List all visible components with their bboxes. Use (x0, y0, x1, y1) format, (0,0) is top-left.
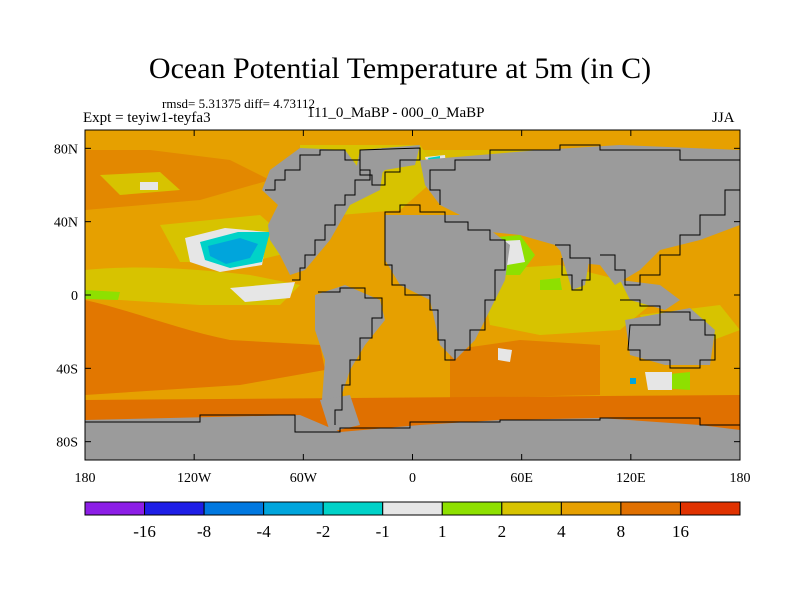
experiment-label: Expt = teyiw1-teyfa3 (83, 110, 211, 126)
colorbar-swatch (679, 501, 741, 516)
yellow-anomaly-indian-ocean (480, 265, 650, 335)
warm-anomaly-east-pacific (85, 300, 325, 395)
x-tick-label: 180 (730, 471, 751, 486)
y-tick-label: 80S (56, 436, 78, 451)
colorbar-label: -1 (376, 522, 390, 541)
x-tick-label: 0 (409, 471, 416, 486)
colorbar-swatch (382, 501, 443, 516)
colorbar-swatch (620, 501, 681, 516)
land-southeast-asia (620, 280, 680, 310)
map-plot: 180 120W 60W 0 60E 120E 180 80N 40N 0 40S 80S (54, 129, 751, 486)
y-tick-label: 40S (56, 362, 78, 377)
x-tick-label: 120E (616, 471, 646, 486)
colorbar-swatch (322, 501, 384, 516)
light-blue-anomaly-north-pacific (208, 238, 258, 264)
colorbar-label: -16 (133, 522, 156, 541)
light-blue-anomaly-indian (630, 378, 636, 384)
colorbar-swatch (560, 501, 622, 516)
colorbar: -16 -8 -4 -2 -1 1 2 4 8 16 (84, 501, 741, 541)
colorbar-label: -8 (197, 522, 211, 541)
warm-anomaly-south-atlantic (450, 340, 600, 398)
white-anomaly-south-indian (645, 372, 672, 390)
colorbar-label: 8 (617, 522, 626, 541)
land-north-america (262, 148, 385, 275)
colorbar-label: -2 (316, 522, 330, 541)
warm-anomaly-north-pacific (85, 150, 270, 210)
map-axis-ticks: 180 120W 60W 0 60E 120E 180 80N 40N 0 40S 80S (54, 130, 751, 486)
land-eurasia (420, 145, 740, 285)
colorbar-swatch (144, 501, 205, 516)
colorbar-swatch (441, 501, 503, 516)
green-anomaly-pacific (85, 290, 120, 300)
white-anomaly-madagascar (498, 348, 512, 362)
y-tick-label: 0 (71, 289, 78, 304)
colorbar-swatch (501, 501, 562, 516)
x-tick-label: 120W (177, 471, 212, 486)
y-tick-label: 40N (54, 216, 78, 231)
x-tick-label: 60W (290, 471, 318, 486)
map-title: Ocean Potential Temperature at 5m (in C) (148, 52, 652, 85)
colorbar-label: 4 (557, 522, 566, 541)
land-africa (385, 215, 510, 360)
colorbar-label: -4 (257, 522, 272, 541)
land-south-america (315, 285, 385, 420)
colorbar-label: 1 (438, 522, 447, 541)
colorbar-label: 2 (498, 522, 507, 541)
white-anomaly-north-pacific-small (140, 182, 158, 190)
coastline-outlines (85, 144, 740, 433)
season-label: JJA (712, 110, 735, 126)
land-antarctica (85, 415, 740, 460)
colorbar-swatch (203, 501, 265, 516)
colorbar-label: 16 (672, 522, 689, 541)
land-australia (625, 308, 715, 365)
stats-line: rmsd= 5.31375 diff= 4.73112 (162, 96, 315, 111)
white-anomaly-equatorial-pacific (230, 282, 295, 302)
land-antarctic-peninsula (320, 395, 360, 432)
x-tick-label: 180 (75, 471, 96, 486)
y-tick-label: 80N (54, 142, 78, 157)
x-tick-label: 60E (510, 471, 533, 486)
green-anomaly-arabian-sea (540, 278, 562, 290)
colorbar-swatch (263, 501, 324, 516)
colorbar-swatch (84, 501, 146, 516)
difference-label: 111_0_MaBP - 000_0_MaBP (307, 105, 485, 121)
